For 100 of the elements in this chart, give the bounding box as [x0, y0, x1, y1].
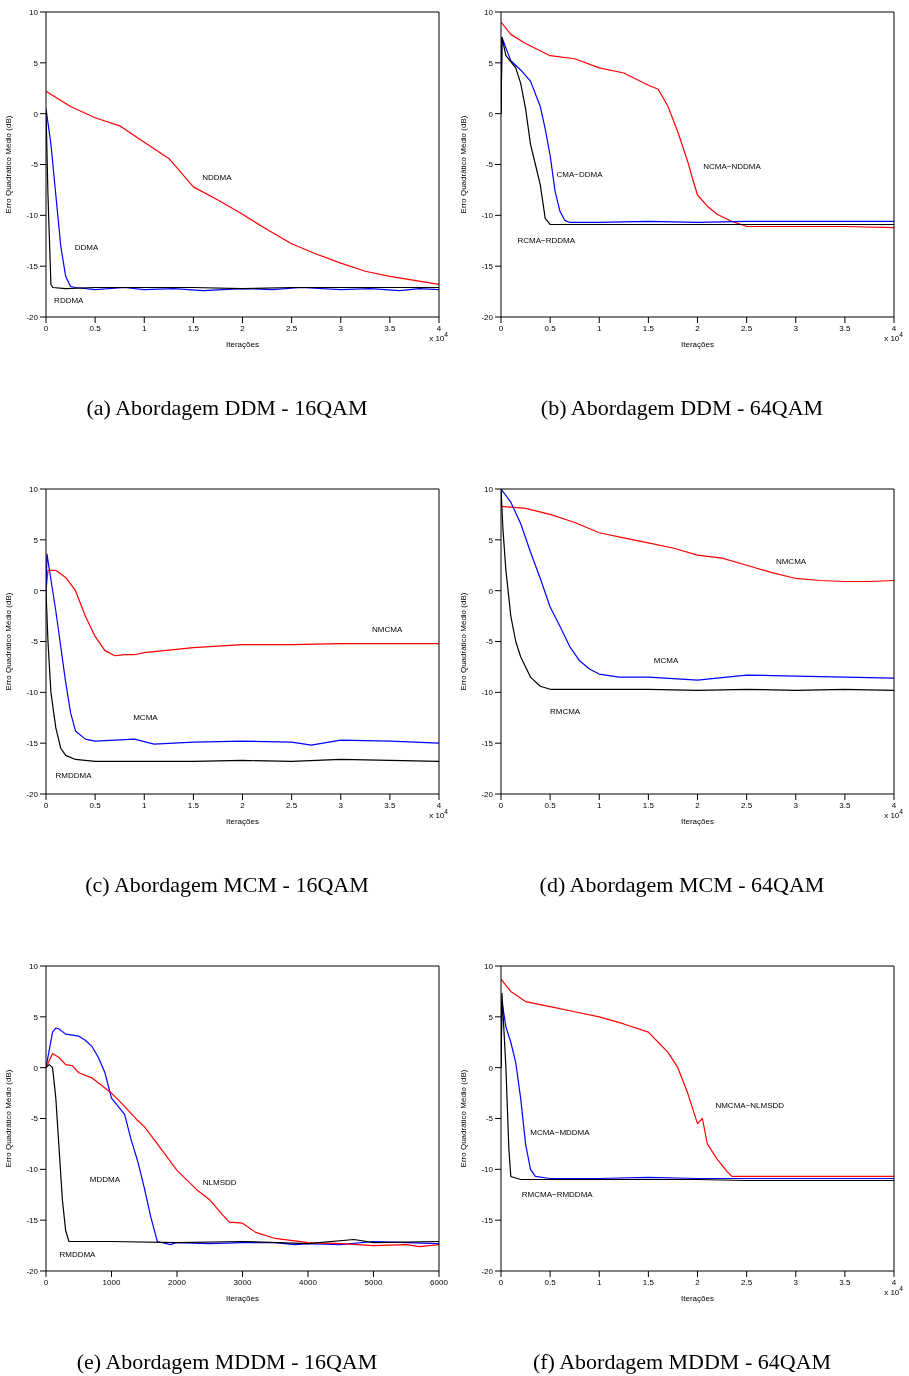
x-tick-label: 2: [695, 1277, 701, 1287]
x-tick-label: 2.5: [286, 800, 298, 810]
y-tick-label: -15: [26, 1216, 39, 1226]
x-tick-label: 1.5: [187, 323, 200, 333]
x-tick-label: 3.5: [839, 800, 851, 810]
x-tick-label: 1: [597, 800, 603, 810]
series-label: NLMSDD: [202, 1177, 237, 1187]
y-tick-label: 5: [488, 58, 494, 68]
x-tick-label: 3: [338, 800, 344, 810]
x-axis-title: Iterações: [681, 1294, 714, 1303]
y-tick-label: 10: [484, 961, 494, 971]
series-label: CMA−DDMA: [556, 169, 603, 179]
y-tick-label: -15: [481, 262, 494, 272]
x-tick-label: 1: [597, 1277, 603, 1287]
y-axis-title: Erro Quadrático Médio (dB): [458, 115, 468, 214]
text: MDDMA: [89, 1174, 121, 1184]
y-axis-title: Erro Quadrático Médio (dB): [458, 1069, 468, 1168]
y-tick-label: -5: [485, 637, 494, 647]
series-label: RCMA−RDDMA: [517, 235, 575, 245]
series-label: NMCMA−NLMSDD: [715, 1100, 785, 1110]
x-tick-label: 4: [891, 800, 897, 810]
y-tick-label: 10: [29, 7, 39, 17]
series-label: RMDDMA: [59, 1249, 96, 1259]
series-label: RDDMA: [54, 295, 84, 305]
y-tick-label: 5: [33, 1012, 39, 1022]
y-tick-label: -20: [26, 789, 39, 799]
x-tick-label: 0.5: [544, 323, 557, 333]
y-tick-label: 0: [33, 109, 39, 119]
y-axis-title: Erro Quadrático Médio (dB): [3, 1069, 13, 1168]
line-series: [46, 569, 439, 657]
y-tick-label: -10: [481, 211, 494, 221]
x-axis-title: Iterações: [226, 1294, 259, 1303]
line-series: [501, 505, 894, 583]
x-tick-label: 4: [891, 1277, 897, 1287]
x-tick-label: 0: [43, 800, 49, 810]
text: MCMA: [133, 712, 158, 722]
text: x 10$^{4}$: [429, 808, 448, 820]
x-tick-label: 2.5: [741, 1277, 753, 1287]
series-label: RMDDMA: [55, 770, 92, 780]
text: (d) Abordagem MCM - 64QAM: [538, 872, 826, 898]
y-tick-label: 0: [33, 586, 39, 596]
x-tick-label: 4: [436, 323, 442, 333]
line-series: [46, 553, 439, 746]
y-tick-label: 5: [488, 535, 494, 545]
series-label: NMCMA: [372, 624, 403, 634]
y-axis-title: Erro Quadrático Médio (dB): [3, 592, 13, 691]
x-tick-label: 3: [793, 800, 799, 810]
y-tick-label: 0: [488, 109, 494, 119]
x-tick-label: 0.5: [544, 800, 557, 810]
y-axis-title: Erro Quadrático Médio (dB): [3, 115, 13, 214]
x-tick-label: 2.5: [741, 800, 753, 810]
x-axis-title: Iterações: [226, 340, 259, 349]
text: x 10$^{4}$: [884, 331, 903, 343]
x-axis-title: Iterações: [681, 817, 714, 826]
x-tick-label: 0: [43, 323, 49, 333]
x-tick-label: 1: [142, 323, 148, 333]
x-tick-label: 4: [891, 323, 897, 333]
x-tick-label: 1000: [102, 1277, 121, 1287]
x-tick-label: 1.5: [642, 800, 655, 810]
x-tick-label: 1.5: [642, 323, 655, 333]
y-tick-label: -15: [481, 1216, 494, 1226]
x-axis-title: Iterações: [226, 817, 259, 826]
y-tick-label: -10: [26, 1165, 39, 1175]
x-tick-label: 0: [498, 1277, 504, 1287]
x-tick-label: 3.5: [839, 323, 851, 333]
x-tick-label: 0: [498, 800, 504, 810]
y-tick-label: 10: [484, 7, 494, 17]
y-tick-label: 5: [33, 58, 39, 68]
y-tick-label: -5: [485, 160, 494, 170]
x-tick-label: 0: [43, 1277, 49, 1287]
x-tick-label: 2: [240, 323, 246, 333]
text: (c) Abordagem MCM - 16QAM: [84, 872, 370, 898]
y-tick-label: -5: [30, 637, 39, 647]
y-tick-label: -15: [26, 739, 39, 749]
x-tick-label: 2: [695, 323, 701, 333]
x-tick-label: 3: [338, 323, 344, 333]
text: (b) Abordagem DDM - 64QAM: [539, 395, 825, 421]
series-label: RMCMA−RMDDMA: [521, 1189, 593, 1199]
text: (e) Abordagem MDDM - 16QAM: [75, 1349, 379, 1375]
y-tick-label: -20: [481, 1266, 494, 1276]
x-tick-label: 0: [498, 323, 504, 333]
y-tick-label: 0: [488, 586, 494, 596]
y-tick-label: -20: [481, 789, 494, 799]
text: x 10$^{4}$: [884, 1285, 903, 1297]
y-tick-label: 0: [33, 1063, 39, 1073]
x-axis-title: Iterações: [681, 340, 714, 349]
y-tick-label: -5: [30, 1114, 39, 1124]
x-tick-label: 3: [793, 323, 799, 333]
text: (f) Abordagem MDDM - 64QAM: [531, 1349, 833, 1375]
x-tick-label: 3.5: [839, 1277, 851, 1287]
y-tick-label: 10: [29, 961, 39, 971]
x-tick-label: 1: [142, 800, 148, 810]
y-tick-label: -15: [26, 262, 39, 272]
y-tick-label: 10: [29, 484, 39, 494]
y-tick-label: 0: [488, 1063, 494, 1073]
y-tick-label: -5: [30, 160, 39, 170]
series-label: NMCMA: [775, 556, 807, 566]
x-tick-label: 1.5: [187, 800, 200, 810]
x-tick-label: 1.5: [642, 1277, 655, 1287]
x-tick-label: 3: [793, 1277, 799, 1287]
